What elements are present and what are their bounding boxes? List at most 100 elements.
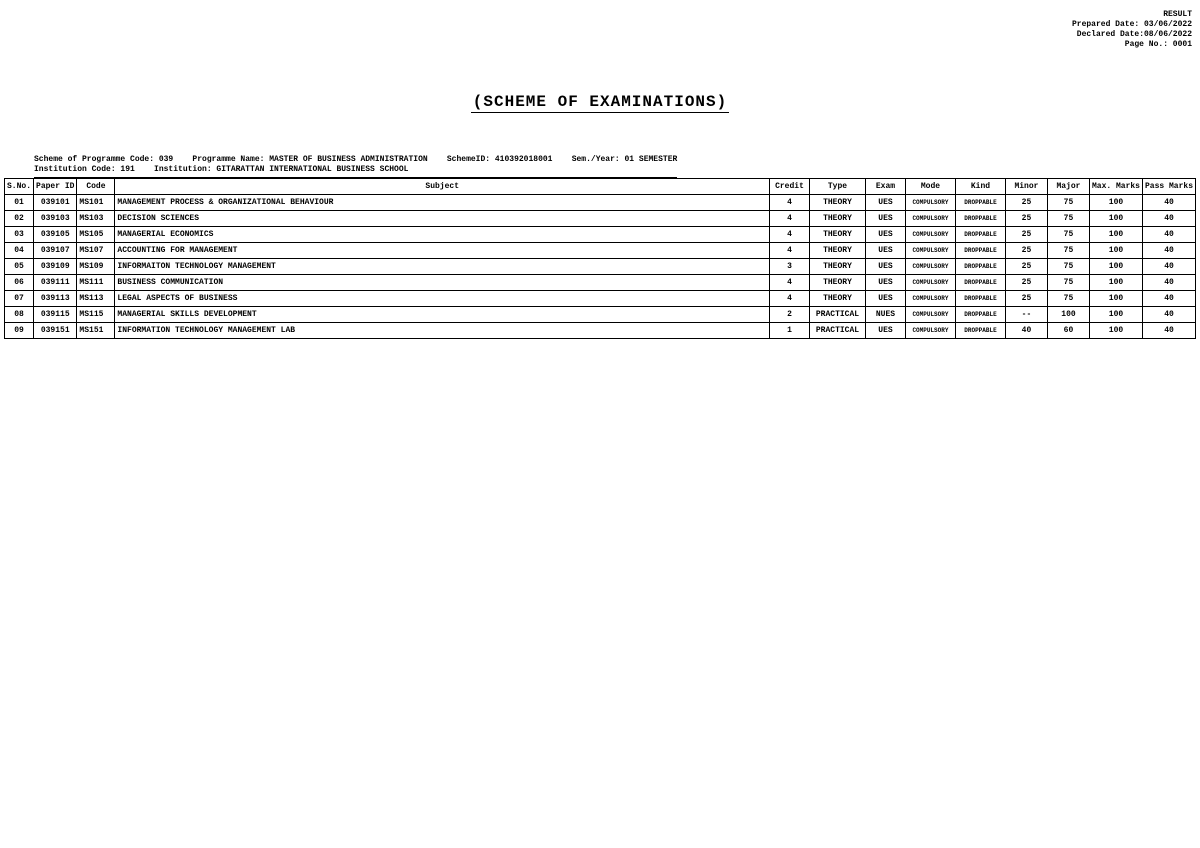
cell: BUSINESS COMMUNICATION — [115, 274, 770, 290]
cell: 40 — [1142, 226, 1195, 242]
cell: UES — [865, 258, 905, 274]
cell: LEGAL ASPECTS OF BUSINESS — [115, 290, 770, 306]
cell: 01 — [5, 194, 34, 210]
cell: 75 — [1047, 258, 1089, 274]
cell: INFORMAITON TECHNOLOGY MANAGEMENT — [115, 258, 770, 274]
cell: 40 — [1005, 322, 1047, 338]
cell: -- — [1005, 306, 1047, 322]
table-row: 01039101MS101MANAGEMENT PROCESS & ORGANI… — [5, 194, 1196, 210]
declared-date: Declared Date:08/06/2022 — [1072, 30, 1192, 40]
cell: 40 — [1142, 290, 1195, 306]
cell: 25 — [1005, 194, 1047, 210]
cell: ACCOUNTING FOR MANAGEMENT — [115, 242, 770, 258]
cell: 08 — [5, 306, 34, 322]
cell: UES — [865, 194, 905, 210]
cell: 40 — [1142, 322, 1195, 338]
cell: THEORY — [809, 194, 865, 210]
cell: 03 — [5, 226, 34, 242]
col-kind: Kind — [955, 178, 1005, 194]
table-row: 07039113MS113LEGAL ASPECTS OF BUSINESS4T… — [5, 290, 1196, 306]
cell: MS105 — [77, 226, 115, 242]
cell: THEORY — [809, 290, 865, 306]
cell: 100 — [1089, 290, 1142, 306]
col-pass-marks: Pass Marks — [1142, 178, 1195, 194]
cell: 40 — [1142, 210, 1195, 226]
col-credit: Credit — [769, 178, 809, 194]
cell: 4 — [769, 194, 809, 210]
cell: MS109 — [77, 258, 115, 274]
cell: DECISION SCIENCES — [115, 210, 770, 226]
cell: 2 — [769, 306, 809, 322]
cell: 06 — [5, 274, 34, 290]
cell: 4 — [769, 274, 809, 290]
cell: COMPULSORY — [905, 226, 955, 242]
cell: 05 — [5, 258, 34, 274]
cell: 100 — [1089, 226, 1142, 242]
col-type: Type — [809, 178, 865, 194]
cell: 25 — [1005, 274, 1047, 290]
cell: MS111 — [77, 274, 115, 290]
cell: 039105 — [34, 226, 77, 242]
cell: 40 — [1142, 306, 1195, 322]
scheme-meta: Scheme of Programme Code: 039 Programme … — [34, 155, 677, 178]
cell: 75 — [1047, 194, 1089, 210]
page-number: Page No.: 0001 — [1072, 40, 1192, 50]
cell: 25 — [1005, 258, 1047, 274]
cell: 04 — [5, 242, 34, 258]
cell: 25 — [1005, 290, 1047, 306]
cell: MS115 — [77, 306, 115, 322]
cell: DROPPABLE — [955, 242, 1005, 258]
cell: MANAGEMENT PROCESS & ORGANIZATIONAL BEHA… — [115, 194, 770, 210]
table-row: 06039111MS111BUSINESS COMMUNICATION4THEO… — [5, 274, 1196, 290]
cell: DROPPABLE — [955, 322, 1005, 338]
cell: 100 — [1047, 306, 1089, 322]
cell: MS113 — [77, 290, 115, 306]
cell: 100 — [1089, 210, 1142, 226]
table-row: 04039107MS107ACCOUNTING FOR MANAGEMENT4T… — [5, 242, 1196, 258]
cell: UES — [865, 210, 905, 226]
cell: 02 — [5, 210, 34, 226]
cell: 039103 — [34, 210, 77, 226]
cell: 100 — [1089, 306, 1142, 322]
cell: 25 — [1005, 242, 1047, 258]
page-header: RESULT Prepared Date: 03/06/2022 Declare… — [1072, 10, 1192, 50]
result-label: RESULT — [1072, 10, 1192, 20]
col-code: Code — [77, 178, 115, 194]
cell: 4 — [769, 226, 809, 242]
cell: 40 — [1142, 258, 1195, 274]
cell: THEORY — [809, 226, 865, 242]
cell: COMPULSORY — [905, 290, 955, 306]
col-minor: Minor — [1005, 178, 1047, 194]
cell: THEORY — [809, 274, 865, 290]
cell: DROPPABLE — [955, 194, 1005, 210]
table-row: 08039115MS115MANAGERIAL SKILLS DEVELOPME… — [5, 306, 1196, 322]
table-row: 02039103MS103DECISION SCIENCES4THEORYUES… — [5, 210, 1196, 226]
table-row: 03039105MS105MANAGERIAL ECONOMICS4THEORY… — [5, 226, 1196, 242]
cell: COMPULSORY — [905, 322, 955, 338]
meta-line-1: Scheme of Programme Code: 039 Programme … — [34, 155, 677, 165]
col-sno: S.No. — [5, 178, 34, 194]
cell: UES — [865, 290, 905, 306]
cell: COMPULSORY — [905, 210, 955, 226]
cell: UES — [865, 274, 905, 290]
cell: MS151 — [77, 322, 115, 338]
cell: 07 — [5, 290, 34, 306]
cell: MANAGERIAL SKILLS DEVELOPMENT — [115, 306, 770, 322]
cell: UES — [865, 242, 905, 258]
cell: 100 — [1089, 194, 1142, 210]
cell: 75 — [1047, 242, 1089, 258]
cell: 60 — [1047, 322, 1089, 338]
cell: 4 — [769, 242, 809, 258]
cell: INFORMATION TECHNOLOGY MANAGEMENT LAB — [115, 322, 770, 338]
cell: DROPPABLE — [955, 306, 1005, 322]
cell: 3 — [769, 258, 809, 274]
cell: 039107 — [34, 242, 77, 258]
cell: COMPULSORY — [905, 194, 955, 210]
table-header-row: S.No. Paper ID Code Subject Credit Type … — [5, 178, 1196, 194]
cell: 1 — [769, 322, 809, 338]
prepared-date: Prepared Date: 03/06/2022 — [1072, 20, 1192, 30]
col-mode: Mode — [905, 178, 955, 194]
cell: MS101 — [77, 194, 115, 210]
cell: UES — [865, 226, 905, 242]
cell: PRACTICAL — [809, 306, 865, 322]
